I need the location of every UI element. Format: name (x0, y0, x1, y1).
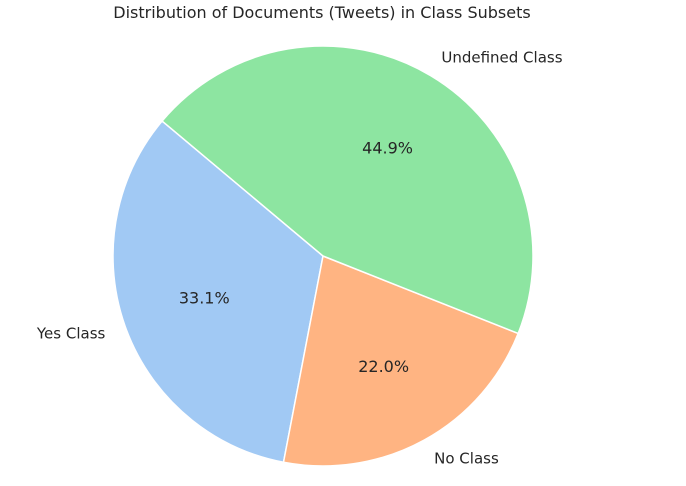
chart-title: Distribution of Documents (Tweets) in Cl… (113, 3, 530, 22)
pct-label-undefined-class: 44.9% (362, 138, 413, 157)
pie-slice-undefined-class (161, 45, 534, 335)
slice-label-no-class: No Class (434, 450, 499, 468)
pie-slice-yes-class (112, 120, 324, 464)
pie-slices (112, 45, 534, 467)
pct-label-yes-class: 33.1% (179, 289, 230, 308)
slice-label-undefined-class: Undefined Class (441, 49, 562, 67)
pie-slice-no-class (282, 255, 519, 467)
pct-label-no-class: 22.0% (358, 357, 409, 376)
pie-labels: 33.1% Yes Class 22.0% No Class 44.9% Undefine… (36, 49, 563, 468)
slice-label-yes-class: Yes Class (36, 324, 106, 342)
